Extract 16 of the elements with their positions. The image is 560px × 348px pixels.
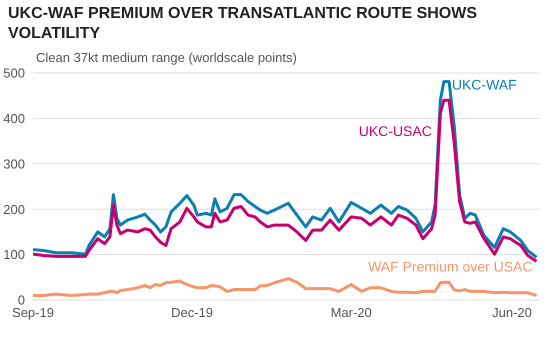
- x-tick-label: Jun-20: [492, 305, 532, 320]
- y-tick-label: 300: [3, 156, 25, 172]
- series-label: WAF Premium over USAC: [368, 258, 533, 274]
- y-tick-label: 100: [3, 247, 25, 262]
- y-tick-label: 500: [3, 66, 25, 81]
- series-label: UKC-WAF: [452, 76, 517, 93]
- y-tick-label: 400: [3, 111, 25, 126]
- y-tick-label: 0: [18, 292, 25, 308]
- x-tick-label: Dec-19: [171, 305, 214, 320]
- x-tick-label: Sep-19: [12, 305, 54, 320]
- chart-title: UKC-WAF PREMIUM OVER TRANSATLANTIC ROUTE SHOWS VOLATILITY: [8, 4, 478, 44]
- x-tick-label: Mar-20: [330, 305, 372, 320]
- line-series: [33, 277, 538, 297]
- series-label: UKC-USAC: [358, 123, 432, 140]
- chart-subtitle: Clean 37kt medium range (worldscale points): [36, 50, 297, 65]
- y-tick-label: 200: [3, 202, 25, 217]
